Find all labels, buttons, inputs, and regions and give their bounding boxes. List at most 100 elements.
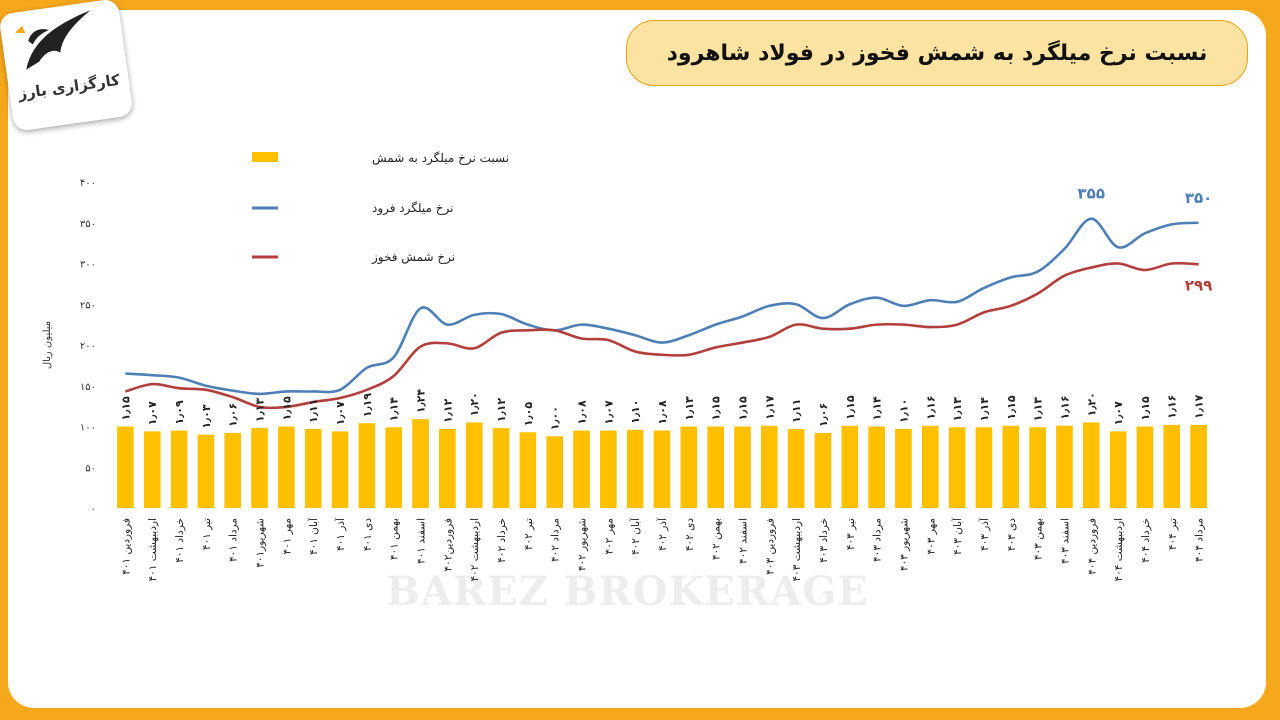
title-box: نسبت نرخ میلگرد به شمش فخوز در فولاد شاه… [626, 20, 1248, 86]
eagle-logo-icon [15, 10, 91, 70]
x-tick-label: تیر ۴۰۱ [201, 518, 213, 550]
bar-data-label: ۱٫۰۷ [1112, 401, 1125, 426]
x-tick-label: اسفند ۴۰۳ [1059, 518, 1071, 564]
bar [465, 422, 483, 508]
bar [1109, 431, 1127, 508]
bar-data-label: ۱٫۱۱ [307, 399, 320, 423]
bar [1082, 422, 1100, 508]
bar [439, 428, 456, 508]
bar-data-label: ۱٫۰۳ [200, 404, 213, 429]
bar-data-label: ۱٫۱۲ [495, 398, 508, 423]
bar [1163, 424, 1181, 508]
x-tick-label: آبان ۴۰۲ [629, 517, 642, 555]
x-tick-label: تیر ۴۰۴ [1167, 518, 1179, 550]
bar-data-label: ۱٫۱۳ [951, 397, 964, 422]
x-tick-label: فروردین ۴۰۳ [764, 518, 776, 575]
x-tick-label: شهریور ۴۰۳ [898, 518, 910, 571]
bar-data-label: ۱٫۱۵ [119, 396, 132, 421]
bar [385, 427, 403, 508]
bar [519, 432, 537, 508]
bar [358, 423, 376, 508]
x-tick-label: خرداد ۴۰۱ [174, 518, 186, 563]
y-tick-label: ۵۰ [85, 463, 96, 474]
bar-data-label: ۱٫۱۵ [736, 396, 749, 421]
series-annotation: ۳۵۵ [1078, 185, 1105, 203]
bar [734, 426, 751, 508]
bar [197, 434, 215, 508]
bar [680, 426, 698, 508]
bar-data-label: ۱٫۰۷ [602, 400, 615, 425]
bar-data-label: ۱٫۱۳ [254, 398, 267, 423]
bar [492, 428, 510, 508]
bar-data-label: ۱٫۰۸ [576, 400, 589, 425]
bar-data-label: ۱٫۱۴ [388, 397, 401, 422]
bar [868, 426, 885, 508]
bar [787, 428, 805, 508]
x-tick-label: بهمن ۴۰۳ [1033, 518, 1045, 560]
x-tick-label: فروردین ۴۰۴ [1086, 518, 1098, 575]
bar [761, 425, 778, 508]
bar [224, 433, 242, 508]
y-axis-label: میلیون ریال [42, 321, 53, 369]
legend-entry: نرخ میلگرد فرود [372, 201, 453, 216]
bar [841, 425, 859, 508]
series-line-billet [125, 261, 1199, 410]
bar-data-label: ۱٫۰۶ [817, 403, 830, 427]
bar-data-label: ۱٫۱۵ [280, 396, 293, 421]
x-tick-label: مرداد ۴۰۴ [1194, 518, 1206, 562]
bar-data-label: ۱٫۰۸ [656, 400, 669, 425]
x-tick-label: آبان ۴۰۳ [951, 517, 964, 555]
bar-data-label: ۱٫۱۴ [978, 397, 991, 422]
y-tick-label: ۴۰۰ [80, 178, 96, 189]
bar-data-label: ۱٫۱۵ [844, 395, 857, 420]
bar [921, 425, 939, 508]
bar-data-label: ۱٫۰۵ [522, 402, 535, 427]
x-tick-label: بهمن ۴۰۱ [389, 518, 401, 560]
bar-data-label: ۱٫۱۱ [790, 399, 803, 423]
x-tick-label: مهر ۴۰۲ [603, 518, 615, 555]
x-tick-label: فروردین ۴۰۱ [120, 518, 132, 575]
series-annotation: ۲۹۹ [1185, 276, 1212, 294]
bar-data-label: ۱٫۱۰ [629, 399, 642, 423]
bar [814, 433, 832, 508]
legend-entry: نسبت نرخ میلگرد به شمش [372, 151, 509, 166]
x-tick-label: بهمن ۴۰۲ [711, 518, 723, 560]
bar-data-label: ۱٫۱۵ [1005, 395, 1018, 420]
bar-data-label: ۱٫۱۵ [1139, 396, 1152, 421]
bar [707, 426, 724, 508]
y-tick-label: ۲۵۰ [80, 300, 96, 311]
x-tick-label: مرداد ۴۰۲ [550, 518, 562, 562]
x-tick-label: تیر ۴۰۲ [523, 518, 535, 550]
bar-data-label: ۱٫۱۲ [441, 398, 454, 423]
bar [170, 430, 188, 508]
bar [1002, 425, 1020, 508]
bar-data-label: ۱٫۰۷ [334, 401, 347, 426]
bar [1029, 427, 1046, 508]
x-tick-label: خرداد ۴۰۴ [1140, 518, 1152, 563]
bar [251, 428, 268, 508]
bar [1136, 426, 1154, 508]
bar-data-label: ۱٫۰۶ [227, 403, 240, 427]
bar-data-label: ۱٫۱۷ [1193, 394, 1206, 419]
legend-swatch-bar [252, 152, 278, 162]
y-tick-label: ۲۰۰ [80, 341, 96, 352]
chart-card [8, 10, 1266, 708]
x-tick-label: آذر ۴۰۳ [978, 517, 991, 551]
y-tick-label: ۱۵۰ [80, 382, 96, 393]
bar [600, 430, 617, 508]
x-tick-label: اسفند ۴۰۱ [416, 518, 428, 564]
bar-data-label: ۱٫۲۰ [1085, 392, 1098, 416]
x-tick-label: اسفند ۴۰۲ [737, 518, 749, 564]
bar-data-label: ۱٫۲۰ [468, 392, 481, 416]
y-tick-label: ۳۵۰ [80, 219, 96, 230]
series-line-rebar [125, 217, 1199, 396]
x-tick-label: اردیبهشت ۴۰۱ [147, 518, 159, 582]
x-tick-label: اردیبهشت ۴۰۲ [469, 518, 481, 582]
bar-data-label: ۱٫۱۰ [897, 399, 910, 423]
legend-entry: نرخ شمش فخوز [371, 250, 455, 265]
bar-data-label: ۱٫۲۴ [415, 389, 428, 414]
bar [546, 436, 563, 508]
series-annotation: ۳۵۰ [1185, 189, 1212, 207]
y-tick-label: ۱۰۰ [80, 423, 96, 434]
